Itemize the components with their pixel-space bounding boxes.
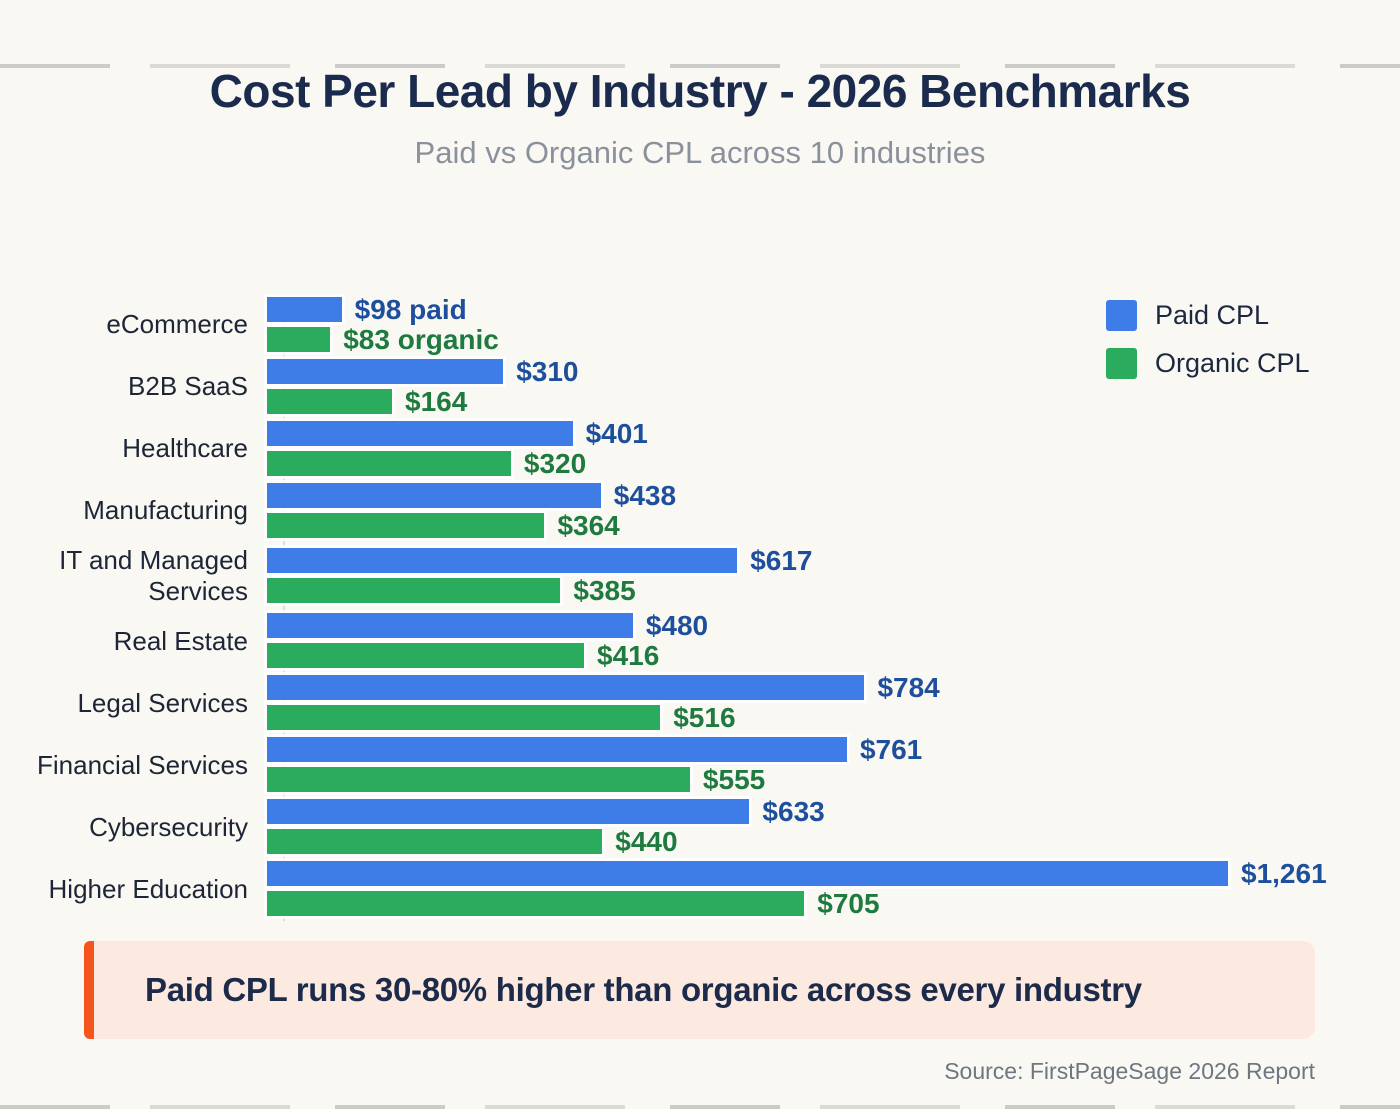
paid-value-label: $401 [585,417,648,449]
paid-bar: $480 [267,610,708,641]
organic-value-label: $164 [405,385,468,417]
paid-value-label: $480 [645,609,709,641]
organic-bar: $364 [267,510,620,541]
industry-row: Healthcare $401 $320 [0,418,1400,479]
legend-label-paid: Paid CPL [1155,300,1270,330]
legend-label-organic: Organic CPL [1155,348,1310,378]
organic-bar: $416 [267,640,659,671]
organic-swatch-icon [1106,348,1137,379]
organic-value-label: $320 [523,447,587,479]
organic-bar: $516 [267,702,736,733]
industry-row: Higher Education $1,261 $705 [0,858,1400,919]
top-edge-artifact [0,64,1400,68]
paid-value-label: $617 [750,544,813,576]
industry-row: Financial Services $761 $555 [0,734,1400,795]
bar-group: $98 paid $83 organic [265,294,1228,355]
paid-bar: $761 [267,734,922,765]
category-label: Healthcare [122,433,248,464]
paid-value-label: $98 paid [354,293,467,325]
paid-bar: $438 [267,480,676,511]
category-label: Legal Services [77,687,248,718]
category-label: eCommerce [106,309,248,340]
category-label: B2B SaaS [128,371,248,402]
legend: Paid CPL Organic CPL [1106,300,1310,396]
paid-value-label: $310 [516,355,579,387]
organic-bar: $440 [267,826,678,857]
category-label: Manufacturing [83,495,248,526]
organic-value-label: $555 [702,763,766,795]
callout-text: Paid CPL runs 30-80% higher than organic… [145,971,1142,1008]
paid-value-label: $1,261 [1241,857,1327,889]
organic-value-label: $364 [557,509,620,541]
organic-bar: $83 organic [267,324,499,355]
paid-bar: $401 [267,418,648,449]
paid-bar: $617 [267,545,813,576]
organic-bar: $320 [267,448,586,479]
bar-chart: eCommerce $98 paid $83 organic B2B SaaS $310… [0,294,1400,923]
bar-group: $761 $555 [265,734,1228,795]
bar-group: $1,261 $705 [265,858,1327,919]
industry-row: Manufacturing $438 $364 [0,480,1400,541]
legend-item-paid: Paid CPL [1106,300,1310,331]
bar-group: $310 $164 [265,356,1228,417]
category-label: Cybersecurity [89,811,248,842]
source-note: Source: FirstPageSage 2026 Report [944,1058,1315,1084]
category-label: Real Estate [113,625,248,656]
bar-group: $401 $320 [265,418,1228,479]
paid-bar: $98 paid [267,294,467,325]
organic-value-label: $705 [817,887,880,919]
y-axis-line [283,299,285,922]
organic-bar: $705 [267,888,880,919]
paid-swatch-icon [1106,300,1137,331]
bar-group: $633 $440 [265,796,1228,857]
paid-value-label: $438 [613,479,677,511]
industry-row: Cybersecurity $633 $440 [0,796,1400,857]
page-subtitle: Paid vs Organic CPL across 10 industries [414,135,986,170]
industry-row: Real Estate $480 $416 [0,610,1400,671]
organic-bar: $164 [267,386,467,417]
bar-rows: eCommerce $98 paid $83 organic B2B SaaS $310… [0,294,1400,919]
organic-value-label: $416 [597,639,660,671]
bottom-edge-artifact [0,1105,1400,1109]
industry-row: eCommerce $98 paid $83 organic [0,294,1400,355]
organic-value-label: $440 [615,825,678,857]
paid-bar: $633 [267,796,825,827]
industry-row: B2B SaaS $310 $164 [0,356,1400,417]
insight-callout: Paid CPL runs 30-80% higher than organic… [84,941,1315,1039]
paid-value-label: $761 [859,733,923,765]
category-label: Higher Education [48,873,248,904]
organic-value-label: $385 [573,574,636,606]
page-title: Cost Per Lead by Industry - 2026 Benchma… [209,65,1191,117]
category-label: Financial Services [37,749,248,780]
organic-bar: $385 [267,575,636,606]
industry-row: Legal Services $784 $516 [0,672,1400,733]
category-label: IT and Managed Services [59,545,248,606]
paid-bar: $310 [267,356,579,387]
bar-group: $480 $416 [265,610,1228,671]
bar-group: $617 $385 [265,545,1228,606]
paid-value-label: $784 [877,671,940,703]
paid-value-label: $633 [762,795,825,827]
bar-group: $784 $516 [265,672,1228,733]
legend-item-organic: Organic CPL [1106,348,1310,379]
bar-group: $438 $364 [265,480,1228,541]
organic-bar: $555 [267,764,765,795]
callout-accent-bar [84,941,94,1039]
paid-bar: $1,261 [267,858,1327,889]
paid-bar: $784 [267,672,940,703]
organic-value-label: $83 organic [343,323,499,355]
industry-row: IT and Managed Services $617 $385 [0,545,1400,606]
organic-value-label: $516 [673,701,736,733]
